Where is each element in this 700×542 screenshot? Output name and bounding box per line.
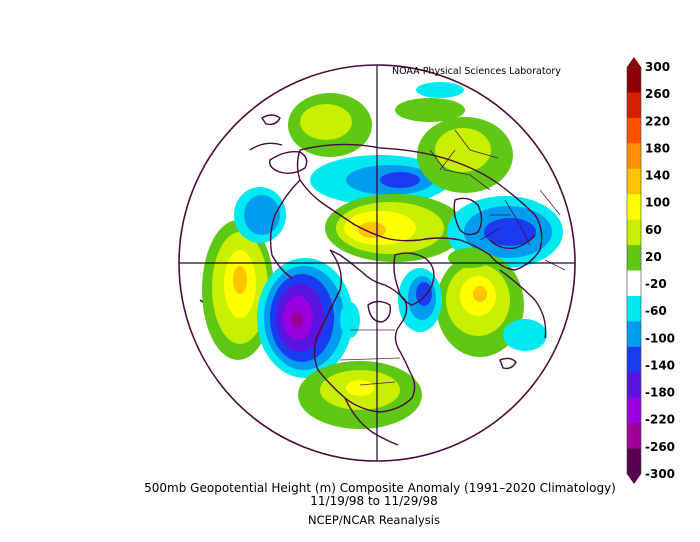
colorbar-tick-label: 180 [645,141,670,155]
map-border [178,64,576,462]
colorbar-cell [627,448,641,475]
colorbar-cell [627,321,641,348]
colorbar-cell [627,295,641,322]
colorbar-cell [627,117,641,144]
colorbar-cell [627,397,641,424]
colorbar-cell [627,67,641,93]
colorbar-tick-label: 140 [645,169,670,183]
colorbar-cell [627,143,641,170]
colorbar-cell [627,92,641,119]
caption-date-range: 11/19/98 to 11/29/98 [310,494,438,508]
central-pacific-positive-anomaly [202,220,274,360]
colorbar-top-arrow [627,57,641,67]
coastlines [199,114,547,446]
colorbar-tick-label: 20 [645,250,662,264]
north-asia-positive-anomaly [234,93,372,243]
siberia-negative-anomaly [310,155,450,205]
colorbar-cell [627,194,641,221]
greenland-positive-patch [448,248,492,268]
colorbar-tick-label: -220 [645,413,675,427]
colorbar-tick-label: 60 [645,223,662,237]
colorbar-tick-label: 220 [645,114,670,128]
colorbar-tick-label: -300 [645,467,675,481]
caption-source: NCEP/NCAR Reanalysis [308,513,440,527]
arctic-positive-anomaly [325,194,465,262]
colorbar-tick-label: -20 [645,277,667,291]
atlantic-negative-patch [503,319,547,351]
colorbar-tick-label: -100 [645,331,675,345]
colorbar-cell [627,346,641,373]
meridian-axes [179,65,575,461]
colorbar-bottom-arrow [627,474,641,484]
colorbar-tick-label: -60 [645,304,667,318]
colorbar-cell [627,168,641,195]
colorbar-tick-label: -180 [645,386,675,400]
colorbar-tick-label: 260 [645,87,670,101]
colorbar-cell [627,245,641,271]
colorbar-cell [627,270,641,297]
caption-title: 500mb Geopotential Height (m) Composite … [144,481,616,495]
colorbar-tick-label: -140 [645,358,675,372]
colorbar-tick-label: -260 [645,440,675,454]
credit-label: NOAA Physical Sciences Laboratory [392,66,561,77]
colorbar-cell [627,423,641,450]
colorbar-tick-label: 300 [645,60,670,74]
subtropical-positive-band [298,361,422,429]
north-atlantic-positive-anomaly [436,253,524,357]
north-pacific-negative-anomaly [257,258,353,378]
colorbar-tick-label: 100 [645,196,670,210]
colorbar-cell [627,219,641,246]
europe-positive-anomaly [395,82,513,193]
colorbar: 300 260 220 180 140 100 60 20 -20 -60 -100 -140 -180… [626,57,675,484]
colorbar-cell [627,372,641,399]
